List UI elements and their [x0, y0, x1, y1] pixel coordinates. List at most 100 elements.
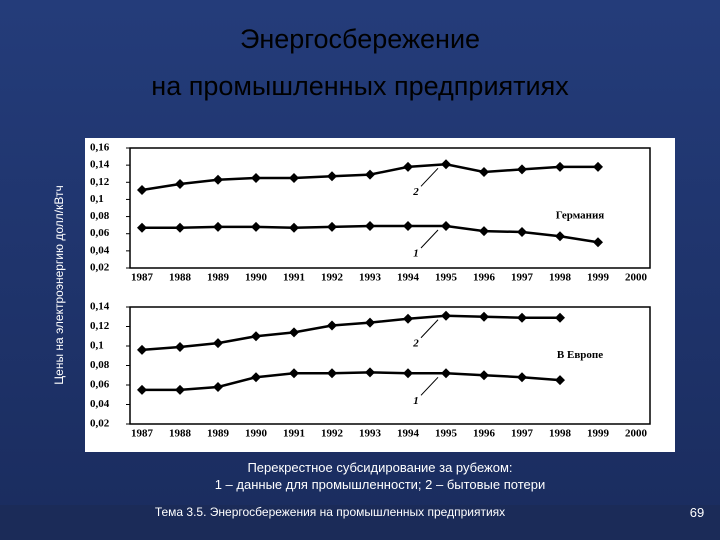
- x-tick-label: 1993: [359, 272, 382, 284]
- y-axis-label: Цены на электроэнергию долл/кВтч: [52, 185, 66, 384]
- series-label: 2: [412, 337, 419, 349]
- point: [403, 368, 413, 379]
- point: [479, 311, 489, 322]
- y-tick-label: 0,12: [90, 176, 110, 188]
- series-label: 1: [413, 248, 419, 260]
- point: [251, 331, 261, 342]
- point: [403, 313, 413, 324]
- x-tick-label: 1998: [549, 272, 572, 284]
- series-line: [142, 371, 561, 392]
- point: [289, 368, 299, 379]
- footer: Тема 3.5. Энергосбережения на промышленн…: [155, 505, 505, 519]
- y-tick-label: 0,06: [90, 379, 110, 391]
- annotation: В Европе: [557, 349, 603, 361]
- y-tick-label: 0,02: [90, 418, 110, 430]
- point: [289, 173, 299, 183]
- title-line: на промышленных предприятиях: [151, 71, 569, 101]
- series-label: 1: [413, 395, 419, 407]
- point: [403, 161, 413, 172]
- x-tick-label: 1987: [131, 428, 154, 440]
- point: [289, 327, 299, 338]
- x-tick-label: 1994: [397, 428, 420, 440]
- y-tick-label: 0,16: [90, 142, 110, 154]
- point: [365, 169, 375, 180]
- y-tick-label: 0,1: [90, 340, 104, 352]
- x-tick-label: 1996: [473, 272, 496, 284]
- annotation: Германия: [556, 210, 605, 222]
- point: [175, 222, 185, 233]
- y-tick-label: 0,06: [90, 227, 110, 239]
- chart-panel: [85, 138, 675, 452]
- point: [365, 367, 375, 378]
- x-tick-label: 1995: [435, 428, 458, 440]
- point: [479, 167, 489, 177]
- x-tick-label: 1994: [397, 272, 420, 284]
- point: [555, 231, 565, 242]
- point: [479, 226, 489, 237]
- y-tick-label: 0,12: [90, 320, 110, 332]
- x-tick-label: 1999: [587, 428, 610, 440]
- point: [593, 237, 603, 248]
- point: [213, 338, 223, 349]
- x-tick-label: 1998: [549, 428, 572, 440]
- series-label: 2: [412, 186, 419, 198]
- x-tick-label: 1991: [283, 272, 305, 284]
- y-tick-label: 0,04: [90, 398, 110, 410]
- point: [213, 381, 223, 392]
- point: [175, 341, 185, 352]
- x-tick-label: 1997: [511, 428, 534, 440]
- point: [593, 161, 603, 172]
- point: [213, 221, 223, 232]
- point: [555, 161, 565, 172]
- point: [327, 320, 337, 331]
- x-tick-label: 1991: [283, 428, 305, 440]
- x-tick-label: 1999: [587, 272, 610, 284]
- point: [251, 221, 261, 232]
- page-number: 69: [690, 505, 704, 520]
- series-line: [141, 314, 560, 352]
- point: [555, 375, 565, 386]
- x-tick-label: 1992: [321, 272, 344, 284]
- point: [175, 384, 185, 395]
- point: [441, 159, 451, 170]
- point: [327, 368, 337, 379]
- x-tick-label: 1990: [245, 272, 268, 284]
- point: [289, 222, 299, 233]
- y-tick-label: 0,04: [90, 244, 110, 256]
- point: [137, 384, 147, 395]
- x-tick-label: 1996: [473, 428, 496, 440]
- x-tick-label: 1987: [131, 272, 154, 284]
- y-tick-label: 0,08: [90, 359, 110, 371]
- point: [213, 174, 223, 185]
- x-tick-label: 2000: [625, 272, 648, 284]
- point: [175, 179, 185, 189]
- x-tick-label: 1997: [511, 272, 534, 284]
- point: [137, 344, 147, 355]
- y-tick-label: 0,1: [90, 193, 104, 205]
- point: [327, 221, 337, 232]
- point: [441, 368, 451, 379]
- point: [137, 222, 147, 233]
- x-tick-label: 2000: [625, 428, 648, 440]
- point: [441, 310, 451, 321]
- caption-line: Перекрестное субсидирование за рубежом:: [247, 460, 512, 475]
- y-tick-label: 0,02: [90, 262, 110, 274]
- point: [517, 372, 527, 383]
- point: [251, 372, 261, 383]
- label-leader: [420, 229, 439, 249]
- point: [327, 171, 337, 182]
- x-tick-label: 1989: [207, 428, 230, 440]
- x-tick-label: 1992: [321, 428, 344, 440]
- x-tick-label: 1988: [169, 272, 192, 284]
- x-tick-label: 1993: [359, 428, 382, 440]
- point: [441, 221, 451, 231]
- y-tick-label: 0,08: [90, 210, 110, 222]
- y-tick-label: 0,14: [90, 301, 110, 313]
- point: [365, 221, 375, 231]
- y-tick-label: 0,14: [90, 159, 110, 171]
- footer-bar: [0, 505, 720, 540]
- x-tick-label: 1988: [169, 428, 192, 440]
